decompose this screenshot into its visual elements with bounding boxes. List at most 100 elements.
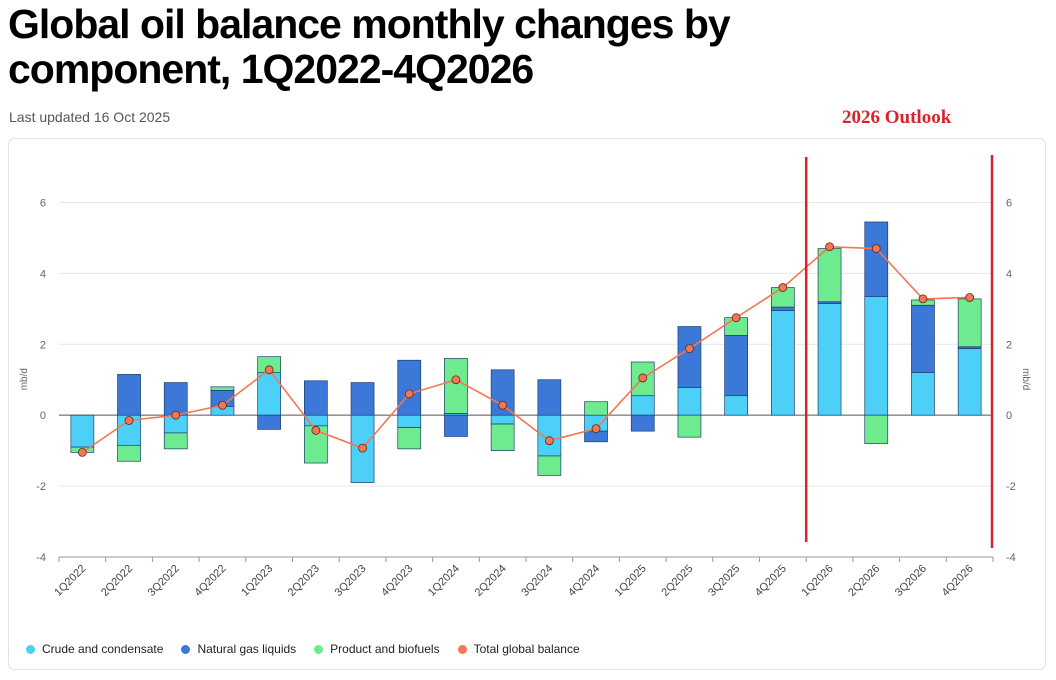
bar-crude bbox=[677, 387, 702, 416]
legend: Crude and condensate Natural gas liquids… bbox=[26, 642, 580, 656]
y-tick-label: 4 bbox=[40, 268, 46, 280]
legend-label-product: Product and biofuels bbox=[330, 642, 440, 656]
bar-product bbox=[864, 414, 889, 444]
legend-swatch-product bbox=[314, 644, 324, 654]
y-tick-label: -4 bbox=[36, 552, 46, 564]
bar-ngl bbox=[117, 374, 141, 416]
last-updated: Last updated 16 Oct 2025 bbox=[9, 109, 171, 125]
total-point bbox=[778, 283, 788, 292]
legend-swatch-ngl bbox=[181, 644, 191, 654]
x-tick-label: 2Q2022 bbox=[99, 563, 135, 599]
bar-ngl bbox=[490, 369, 515, 416]
total-point bbox=[218, 400, 227, 410]
x-tick-label: 2Q2025 bbox=[659, 563, 695, 599]
bar-crude bbox=[911, 372, 935, 416]
total-point bbox=[871, 244, 881, 253]
total-point bbox=[638, 373, 648, 383]
bar-product bbox=[537, 455, 562, 476]
x-tick-label: 1Q2023 bbox=[239, 563, 275, 599]
bar-crude bbox=[70, 414, 95, 448]
x-tick-label: 1Q2025 bbox=[613, 563, 649, 599]
x-tick-label: 4Q2022 bbox=[192, 563, 228, 599]
bar-product bbox=[677, 414, 702, 438]
x-tick-label: 4Q2023 bbox=[379, 563, 415, 599]
legend-item-product[interactable]: Product and biofuels bbox=[314, 642, 440, 656]
y-tick-label-right: 4 bbox=[1006, 268, 1012, 280]
bar-product bbox=[163, 432, 188, 450]
y-tick-label-right: 0 bbox=[1006, 410, 1012, 422]
bar-ngl bbox=[911, 304, 935, 373]
y-tick-label-right: -2 bbox=[1006, 481, 1016, 493]
legend-label-ngl: Natural gas liquids bbox=[197, 642, 297, 656]
x-tick-label: 2Q2024 bbox=[473, 563, 509, 599]
total-point bbox=[358, 443, 367, 453]
bar-ngl bbox=[257, 414, 281, 430]
bar-product bbox=[210, 386, 235, 391]
total-point bbox=[825, 242, 834, 252]
x-tick-label: 1Q2026 bbox=[799, 563, 835, 599]
bar-product bbox=[490, 423, 515, 451]
bar-crude bbox=[630, 395, 655, 416]
bar-crude bbox=[490, 414, 515, 425]
total-point bbox=[124, 416, 134, 425]
y-tick-label-right: -4 bbox=[1006, 552, 1016, 564]
bar-ngl bbox=[537, 379, 562, 416]
bar-ngl bbox=[304, 380, 328, 416]
bar-ngl bbox=[770, 306, 795, 311]
y-tick-label-right: 2 bbox=[1006, 339, 1012, 351]
legend-item-total[interactable]: Total global balance bbox=[457, 642, 580, 656]
bar-crude bbox=[817, 303, 842, 416]
total-point bbox=[731, 313, 741, 323]
legend-item-crude[interactable]: Crude and condensate bbox=[26, 642, 163, 656]
chart-card bbox=[8, 138, 1046, 670]
total-point bbox=[965, 293, 975, 302]
bar-product bbox=[397, 427, 422, 450]
x-tick-label: 4Q2025 bbox=[753, 563, 789, 599]
chart-svg: -4 -4 -2 -2 0 0 2 2 4 4 6 6 mb/d mb/d 1Q2022 2Q2022 3Q20… bbox=[19, 155, 1031, 599]
total-point bbox=[544, 436, 554, 446]
y-tick-label-right: 6 bbox=[1006, 197, 1012, 209]
legend-item-ngl[interactable]: Natural gas liquids bbox=[181, 642, 296, 656]
bar-crude bbox=[724, 395, 749, 416]
legend-swatch-crude bbox=[26, 644, 35, 654]
x-tick-label: 4Q2026 bbox=[940, 563, 976, 599]
total-point bbox=[264, 365, 274, 375]
x-tick-label: 3Q2022 bbox=[146, 563, 182, 599]
total-point bbox=[918, 294, 928, 304]
x-tick-label: 4Q2024 bbox=[566, 563, 602, 599]
y-axis-title: mb/d bbox=[19, 368, 30, 390]
total-line bbox=[81, 245, 970, 454]
x-tick-label: 3Q2026 bbox=[893, 563, 929, 599]
legend-label-crude: Crude and condensate bbox=[42, 642, 164, 656]
total-point bbox=[77, 448, 87, 457]
total-point bbox=[311, 426, 321, 435]
y-tick-label: -2 bbox=[36, 481, 46, 493]
bar-ngl bbox=[397, 359, 422, 416]
total-point bbox=[685, 344, 694, 353]
y-tick-label: 2 bbox=[40, 339, 46, 351]
x-tick-label: 3Q2025 bbox=[706, 563, 742, 599]
bar-crude bbox=[864, 296, 889, 416]
bar-product bbox=[444, 358, 468, 414]
bar-product bbox=[584, 401, 608, 416]
total-point bbox=[404, 389, 414, 399]
total-point bbox=[451, 375, 461, 385]
bar-product bbox=[117, 444, 141, 462]
x-tick-label: 1Q2022 bbox=[52, 563, 88, 599]
bar-ngl bbox=[444, 414, 468, 437]
bar-ngl bbox=[350, 382, 375, 416]
total-point bbox=[171, 410, 181, 420]
total-point bbox=[498, 400, 508, 410]
bar-product bbox=[957, 298, 982, 348]
x-tick-label: 3Q2024 bbox=[519, 563, 555, 599]
x-tick-label: 2Q2023 bbox=[286, 563, 322, 599]
bar-ngl bbox=[677, 326, 702, 388]
y-tick-label: 0 bbox=[40, 410, 46, 422]
bar-crude bbox=[957, 348, 982, 416]
bar-crude bbox=[397, 414, 422, 428]
bar-product bbox=[304, 425, 328, 464]
legend-swatch-total bbox=[457, 644, 467, 654]
x-tick-label: 1Q2024 bbox=[426, 563, 462, 599]
legend-label-total: Total global balance bbox=[473, 642, 580, 656]
bar-ngl bbox=[864, 221, 889, 297]
